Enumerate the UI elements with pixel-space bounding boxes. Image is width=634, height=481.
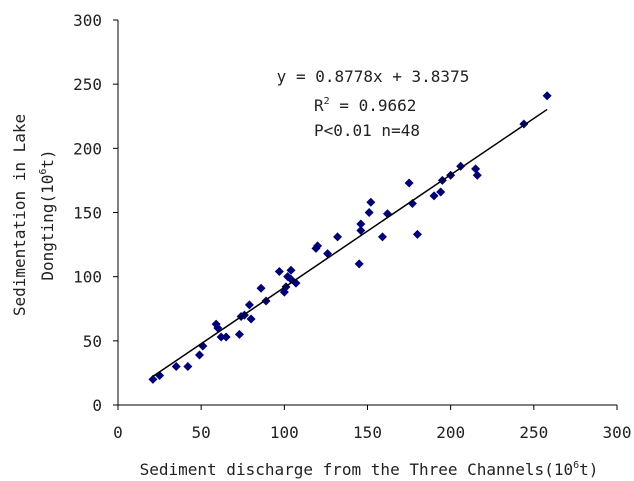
x-tick-label: 100	[270, 423, 299, 442]
data-point	[274, 267, 284, 277]
y-tick-label: 100	[73, 268, 102, 287]
data-point	[323, 249, 333, 259]
data-point	[148, 374, 158, 384]
data-point	[471, 164, 481, 174]
x-tick-label: 0	[113, 423, 123, 442]
y-title-line1: Sedimentation in Lake	[10, 114, 29, 316]
data-point	[234, 329, 244, 339]
data-point	[256, 283, 266, 293]
data-point	[472, 170, 482, 180]
data-point	[364, 208, 374, 217]
data-point	[246, 314, 256, 324]
equation-label: y = 0.8778x + 3.8375	[277, 67, 470, 86]
data-point	[366, 197, 376, 207]
data-point	[171, 362, 181, 371]
x-tick-label: 150	[353, 423, 382, 442]
y-title-sup: 6	[38, 169, 49, 175]
data-point	[356, 219, 366, 229]
y-axis-title: Sedimentation in Lake Dongting(106t)	[10, 114, 57, 316]
data-point	[436, 187, 446, 197]
data-point	[216, 332, 226, 342]
data-point	[354, 259, 364, 269]
data-point	[542, 91, 552, 101]
data-point	[183, 362, 193, 371]
x-tick-label: 300	[603, 423, 632, 442]
y-title-end: t)	[38, 149, 57, 168]
data-point	[286, 265, 296, 275]
y-ticks: 0 50 100 150 200 250 300	[73, 11, 118, 415]
data-point	[333, 232, 343, 242]
x-title-main: Sediment discharge from the Three Channe…	[140, 460, 573, 479]
data-point	[221, 332, 231, 342]
data-point	[429, 191, 439, 201]
data-point	[404, 178, 414, 188]
data-point	[407, 199, 417, 209]
y-tick-label: 200	[73, 139, 102, 158]
trend-line	[152, 108, 548, 378]
data-point	[244, 300, 254, 310]
y-title-line2: Dongting(106t)	[38, 149, 57, 280]
y-tick-label: 150	[73, 204, 102, 223]
data-point	[195, 350, 205, 360]
x-title-end: t)	[579, 460, 598, 479]
data-point	[356, 225, 366, 235]
x-title-sup: 6	[573, 460, 579, 471]
y-tick-label: 50	[83, 332, 102, 351]
annotation: y = 0.8778x + 3.8375 R2 = 0.9662 P<0.01 …	[277, 67, 470, 140]
x-axis-title: Sediment discharge from the Three Channe…	[140, 460, 599, 479]
y-tick-label: 300	[73, 11, 102, 30]
data-point	[377, 232, 387, 242]
stats-label: P<0.01 n=48	[314, 121, 420, 140]
r2-main: R	[314, 96, 324, 115]
r2-sup: 2	[324, 96, 330, 107]
r2-end: = 0.9662	[330, 96, 417, 115]
x-tick-label: 250	[519, 423, 548, 442]
x-tick-label: 200	[436, 423, 465, 442]
y-title-main: Dongting(10	[38, 175, 57, 281]
data-point	[313, 241, 323, 251]
x-ticks: 0 50 100 150 200 250 300	[113, 405, 631, 442]
y-tick-label: 0	[92, 396, 102, 415]
data-point	[456, 161, 466, 171]
axes: 0 50 100 150 200 250 300 0 50 100 150 200 250 300	[73, 11, 631, 442]
r-squared-label: R2 = 0.9662	[314, 96, 416, 115]
x-tick-label: 50	[192, 423, 211, 442]
y-tick-label: 250	[73, 75, 102, 94]
data-point	[412, 229, 422, 239]
